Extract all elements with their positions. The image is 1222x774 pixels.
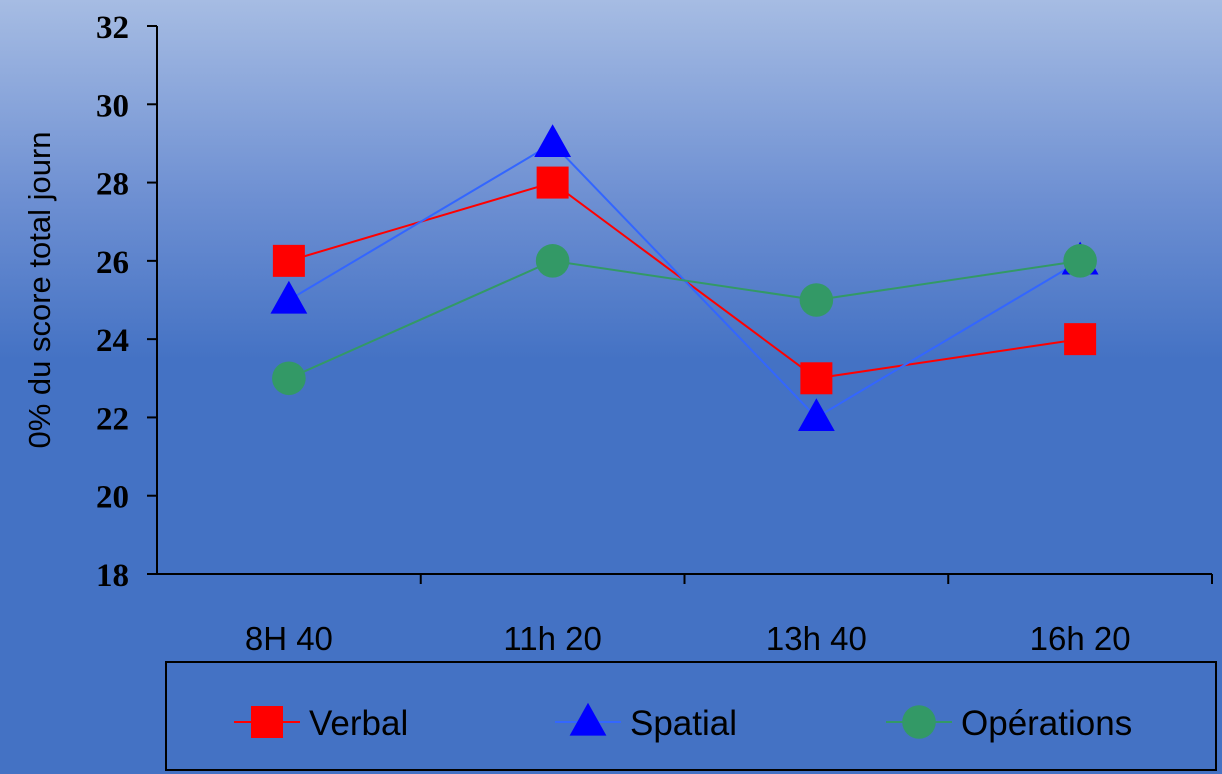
- series-layer: [270, 124, 1099, 432]
- legend-item: Opérations: [886, 704, 1132, 743]
- y-tick-label: 18: [96, 558, 129, 594]
- x-tick-label: 8H 40: [245, 620, 333, 657]
- y-axis-ticks: 18 20 22 24 26 28 30 32: [96, 10, 157, 594]
- y-tick-label: 32: [96, 10, 129, 46]
- legend-marker: [569, 702, 607, 736]
- series-line: [288, 259, 1081, 380]
- legend-item: Verbal: [234, 704, 408, 743]
- y-tick-label: 22: [96, 401, 129, 437]
- data-point: [535, 244, 570, 278]
- legend-label: Opérations: [961, 704, 1132, 743]
- y-tick-label: 24: [96, 323, 129, 359]
- data-point: [1063, 244, 1097, 278]
- y-axis-label: 0% du score total journ: [22, 131, 57, 448]
- x-tick-label: 16h 20: [1030, 620, 1131, 657]
- series-circle: [272, 244, 1097, 396]
- y-tick-label: 30: [96, 88, 129, 124]
- x-tick-label: 13h 40: [766, 620, 867, 657]
- legend-label: Spatial: [630, 704, 737, 743]
- series-triangle: [270, 124, 1099, 432]
- y-tick-label: 28: [96, 167, 129, 203]
- x-tick-label: 11h 20: [503, 620, 601, 657]
- legend-marker: [251, 706, 283, 738]
- x-axis-ticks: 8H 40 11h 20 13h 40 16h 20: [245, 574, 1213, 657]
- data-point: [272, 361, 306, 396]
- data-point: [1064, 323, 1097, 356]
- chart-axes: [156, 26, 1212, 575]
- data-point: [272, 244, 305, 277]
- data-point: [800, 362, 833, 395]
- legend-item: Spatial: [555, 702, 737, 743]
- legend-label: Verbal: [309, 704, 408, 743]
- data-point: [799, 283, 834, 317]
- legend-box: [165, 661, 1217, 771]
- legend-marker: [902, 705, 936, 739]
- data-point: [534, 124, 572, 158]
- data-point: [270, 280, 308, 314]
- data-point: [536, 166, 569, 199]
- y-tick-label: 26: [96, 245, 129, 281]
- data-point: [797, 398, 835, 432]
- legend: Verbal Spatial Opérations: [165, 661, 1217, 771]
- y-tick-label: 20: [96, 480, 129, 516]
